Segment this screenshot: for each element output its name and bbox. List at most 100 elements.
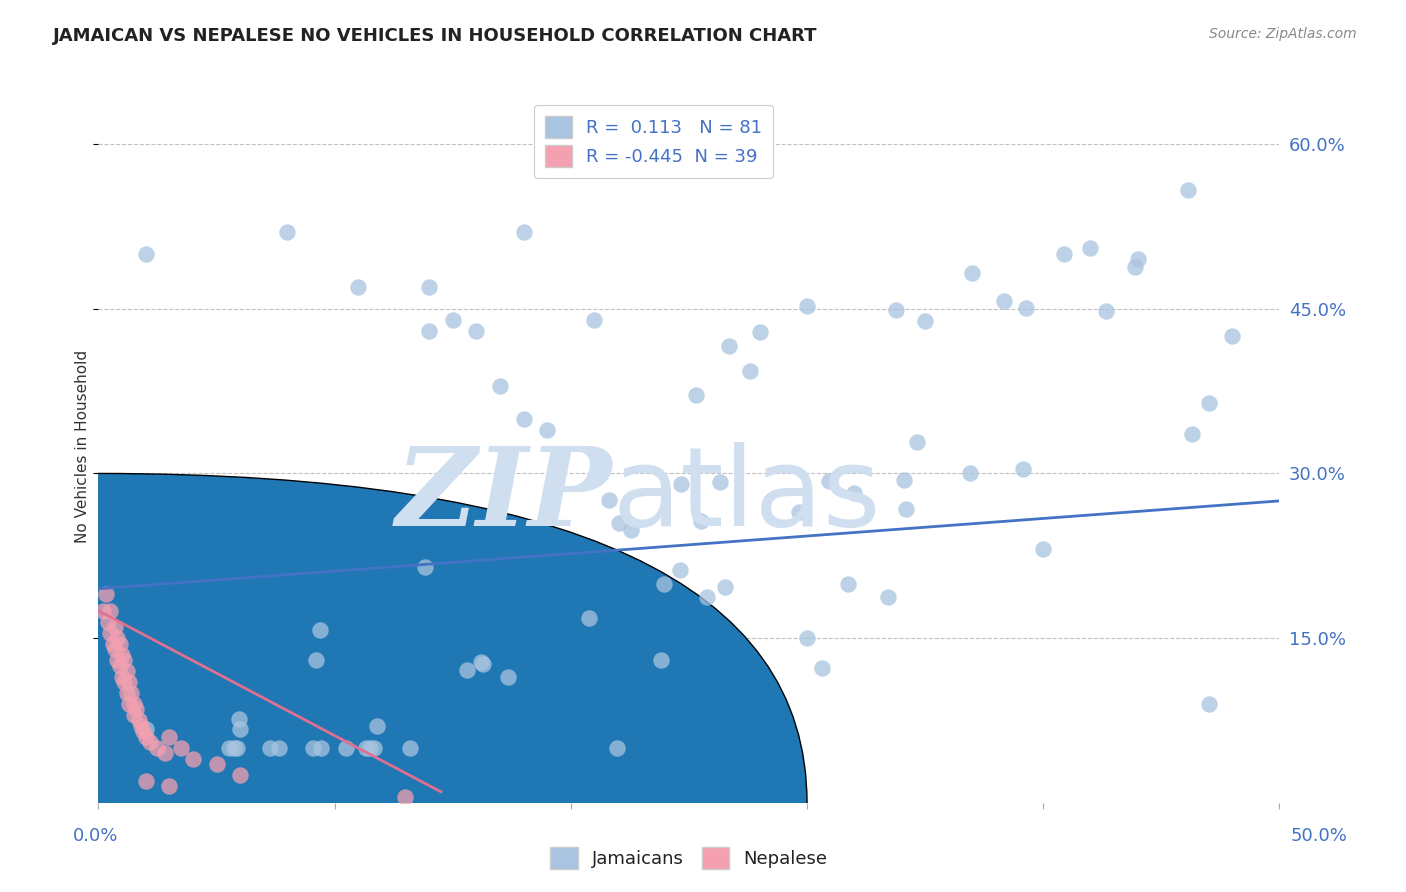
Point bbox=[115, 664, 138, 678]
Point bbox=[1198, 396, 1220, 410]
Point bbox=[394, 790, 416, 805]
Point bbox=[896, 501, 918, 516]
Point bbox=[104, 642, 127, 657]
Point bbox=[363, 740, 385, 755]
Point bbox=[135, 723, 157, 737]
FancyBboxPatch shape bbox=[0, 474, 807, 892]
Point bbox=[696, 590, 718, 604]
Point bbox=[259, 740, 281, 755]
Point bbox=[796, 299, 818, 313]
Point bbox=[135, 247, 157, 261]
Point bbox=[512, 225, 534, 239]
Point bbox=[620, 523, 643, 537]
Point bbox=[129, 719, 152, 733]
Point bbox=[740, 364, 762, 378]
Point bbox=[607, 516, 630, 530]
Point bbox=[1177, 183, 1199, 197]
Point bbox=[893, 474, 915, 488]
Point bbox=[98, 625, 121, 640]
Point bbox=[811, 661, 834, 675]
Text: JAMAICAN VS NEPALESE NO VEHICLES IN HOUSEHOLD CORRELATION CHART: JAMAICAN VS NEPALESE NO VEHICLES IN HOUS… bbox=[53, 27, 818, 45]
Point bbox=[536, 423, 558, 437]
Point bbox=[112, 653, 135, 667]
Point bbox=[222, 740, 245, 755]
Point bbox=[111, 669, 134, 683]
Point bbox=[170, 740, 193, 755]
Text: 50.0%: 50.0% bbox=[1291, 827, 1347, 845]
Legend: Jamaicans, Nepalese: Jamaicans, Nepalese bbox=[540, 836, 838, 880]
Point bbox=[905, 435, 928, 450]
Point bbox=[418, 324, 440, 338]
Point bbox=[153, 747, 176, 761]
Point bbox=[876, 591, 898, 605]
Point bbox=[471, 657, 494, 672]
Point bbox=[146, 740, 169, 755]
Point bbox=[218, 740, 240, 755]
Point bbox=[105, 631, 128, 645]
Point bbox=[671, 476, 693, 491]
Point bbox=[1220, 329, 1243, 343]
Point bbox=[229, 722, 252, 736]
Point bbox=[94, 587, 117, 601]
Point bbox=[709, 475, 731, 490]
Point bbox=[489, 378, 512, 392]
Point bbox=[111, 648, 134, 662]
Point bbox=[122, 697, 145, 711]
Point bbox=[276, 225, 298, 239]
Point bbox=[118, 675, 141, 690]
Point bbox=[959, 467, 981, 481]
Point bbox=[139, 735, 162, 749]
Point bbox=[685, 388, 707, 402]
Text: 0.0%: 0.0% bbox=[73, 827, 118, 845]
Point bbox=[962, 267, 984, 281]
Point bbox=[112, 675, 135, 690]
Point bbox=[108, 637, 131, 651]
Point bbox=[108, 658, 131, 673]
Point bbox=[714, 580, 737, 594]
Point bbox=[135, 730, 157, 744]
Point bbox=[125, 702, 148, 716]
Point bbox=[311, 740, 333, 755]
Point bbox=[1032, 541, 1054, 556]
Point bbox=[157, 730, 180, 744]
Point bbox=[1080, 241, 1102, 255]
Point bbox=[228, 712, 250, 726]
Point bbox=[496, 670, 519, 684]
Point bbox=[181, 752, 204, 766]
Point bbox=[309, 624, 332, 638]
Point bbox=[993, 294, 1015, 309]
Point bbox=[115, 686, 138, 700]
Point bbox=[1012, 462, 1035, 476]
Point bbox=[844, 485, 866, 500]
Point bbox=[118, 697, 141, 711]
Point bbox=[583, 312, 606, 326]
Point bbox=[1123, 260, 1146, 274]
Point bbox=[101, 637, 124, 651]
Point bbox=[884, 302, 907, 317]
Point bbox=[302, 740, 325, 755]
Point bbox=[104, 620, 127, 634]
Point bbox=[305, 653, 328, 667]
Point bbox=[689, 514, 711, 528]
Point bbox=[669, 563, 692, 577]
Point bbox=[1126, 252, 1149, 266]
Point bbox=[229, 768, 252, 782]
Point bbox=[399, 740, 422, 755]
Point bbox=[1014, 301, 1036, 315]
Point bbox=[121, 686, 143, 700]
Point bbox=[359, 740, 381, 755]
Point bbox=[652, 577, 675, 591]
Point bbox=[441, 312, 464, 326]
Point bbox=[157, 780, 180, 794]
Point bbox=[465, 324, 488, 338]
Point bbox=[97, 615, 120, 629]
Text: atlas: atlas bbox=[612, 442, 880, 549]
Point bbox=[1198, 697, 1220, 711]
Point bbox=[205, 757, 228, 772]
Point bbox=[837, 577, 859, 591]
Point bbox=[578, 611, 600, 625]
Text: ZIP: ZIP bbox=[395, 442, 612, 549]
Point bbox=[796, 631, 818, 645]
Point bbox=[413, 559, 436, 574]
Point bbox=[132, 724, 155, 739]
